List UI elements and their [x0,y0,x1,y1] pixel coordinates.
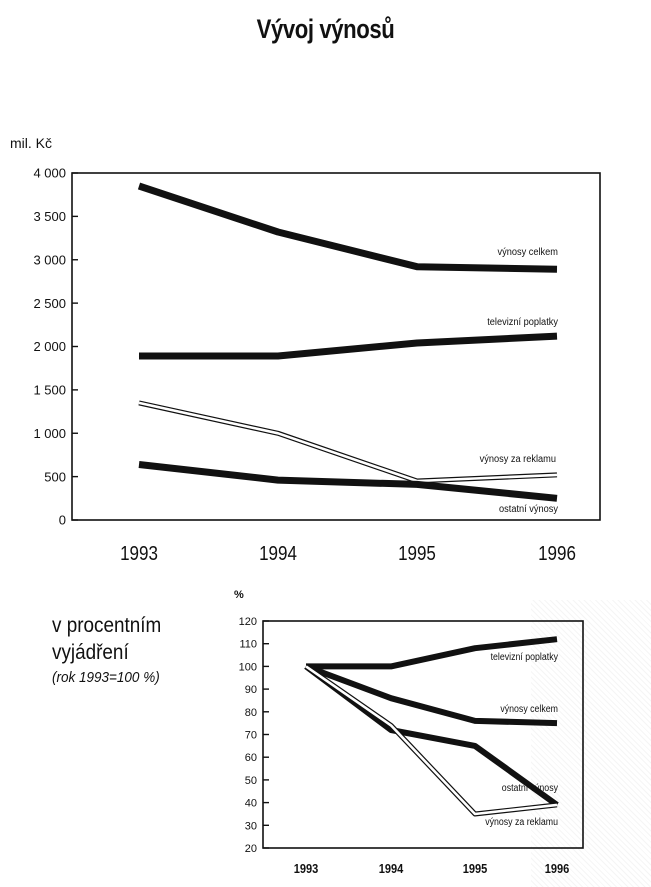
chart1-x-tick-label: 1994 [259,542,297,565]
chart1-series-label-vynosy-celkem: výnosy celkem [497,247,558,259]
chart2-x-tick-label: 1993 [294,861,319,876]
chart1-y-tick-label: 500 [44,469,66,484]
chart1-y-tick-label: 2 000 [33,339,66,354]
page-title: Vývoj výnosů [256,14,395,44]
chart2-y-tick-label: 120 [239,616,257,628]
chart2-y-axis-label: % [234,589,244,601]
chart1-series-vynosy-za-reklamu-line-inner [138,401,558,483]
chart2-y-tick-label: 50 [245,775,257,787]
chart1-y-tick-label: 2 500 [33,296,66,311]
chart2-y-tick-label: 30 [245,820,257,832]
chart1-x-tick-label: 1993 [120,542,158,565]
chart2-y-tick-label: 90 [245,684,257,696]
chart2-y-tick-label: 20 [245,843,257,855]
chart2-series-label-ostatni-vynosy: ostatní výnosy [502,781,558,793]
chart2-series-vynosy-za-reklamu-line-inner [305,665,558,816]
chart1-y-tick-label: 4 000 [33,166,66,181]
chart1-y-tick-label: 1 500 [33,383,66,398]
chart2-x-tick-label: 1994 [379,861,404,876]
chart1-y-tick-label: 1 000 [33,426,66,441]
chart2-y-tick-label: 100 [239,661,257,673]
percent-heading-line1: v procentním [52,614,162,637]
chart2-x-tick-label: 1995 [463,861,488,876]
chart1-x-tick-label: 1995 [398,542,436,565]
chart1-y-tick-label: 3 000 [33,252,66,267]
scan-grain [531,600,651,887]
chart2-y-tick-label: 60 [245,752,257,764]
chart1-series-label-televizni-poplatky: televizní poplatky [487,317,558,329]
chart2-y-tick-label: 70 [245,729,257,741]
percent-heading: v procentním vyjádření (rok 1993=100 %) [52,612,161,690]
chart2-y-tick-label: 110 [239,639,257,651]
chart1-y-axis-label: mil. Kč [10,135,52,151]
chart1-y-tick-label: 0 [59,513,66,528]
chart1-series-label-ostatni-vynosy: ostatní výnosy [499,504,558,516]
chart1-series-label-vynosy-za-reklamu: výnosy za reklamu [480,454,556,466]
chart2-y-tick-label: 40 [245,798,257,810]
chart2-series-label-vynosy-celkem: výnosy celkem [500,702,558,714]
chart2-y-tick-label: 80 [245,707,257,719]
percent-heading-note: (rok 1993=100 %) [52,669,160,686]
chart2-series-vynosy-celkem-line [304,663,558,727]
chart2-series-label-vynosy-za-reklamu: výnosy za reklamu [485,815,558,827]
chart2-series-label-televizni-poplatky: televizní poplatky [491,650,559,662]
chart2-series-televizni-poplatky-line [306,636,558,670]
chart1-series-ostatni-vynosy-line [138,461,558,502]
chart1-series-vynosy-celkem-line [137,182,558,273]
percent-heading-line2: vyjádření [52,641,129,664]
chart1-y-tick-label: 3 500 [33,209,66,224]
chart1-series-televizni-poplatky-line [139,332,558,360]
chart1-x-tick-label: 1996 [538,542,576,565]
chart2-x-tick-label: 1996 [545,861,570,876]
